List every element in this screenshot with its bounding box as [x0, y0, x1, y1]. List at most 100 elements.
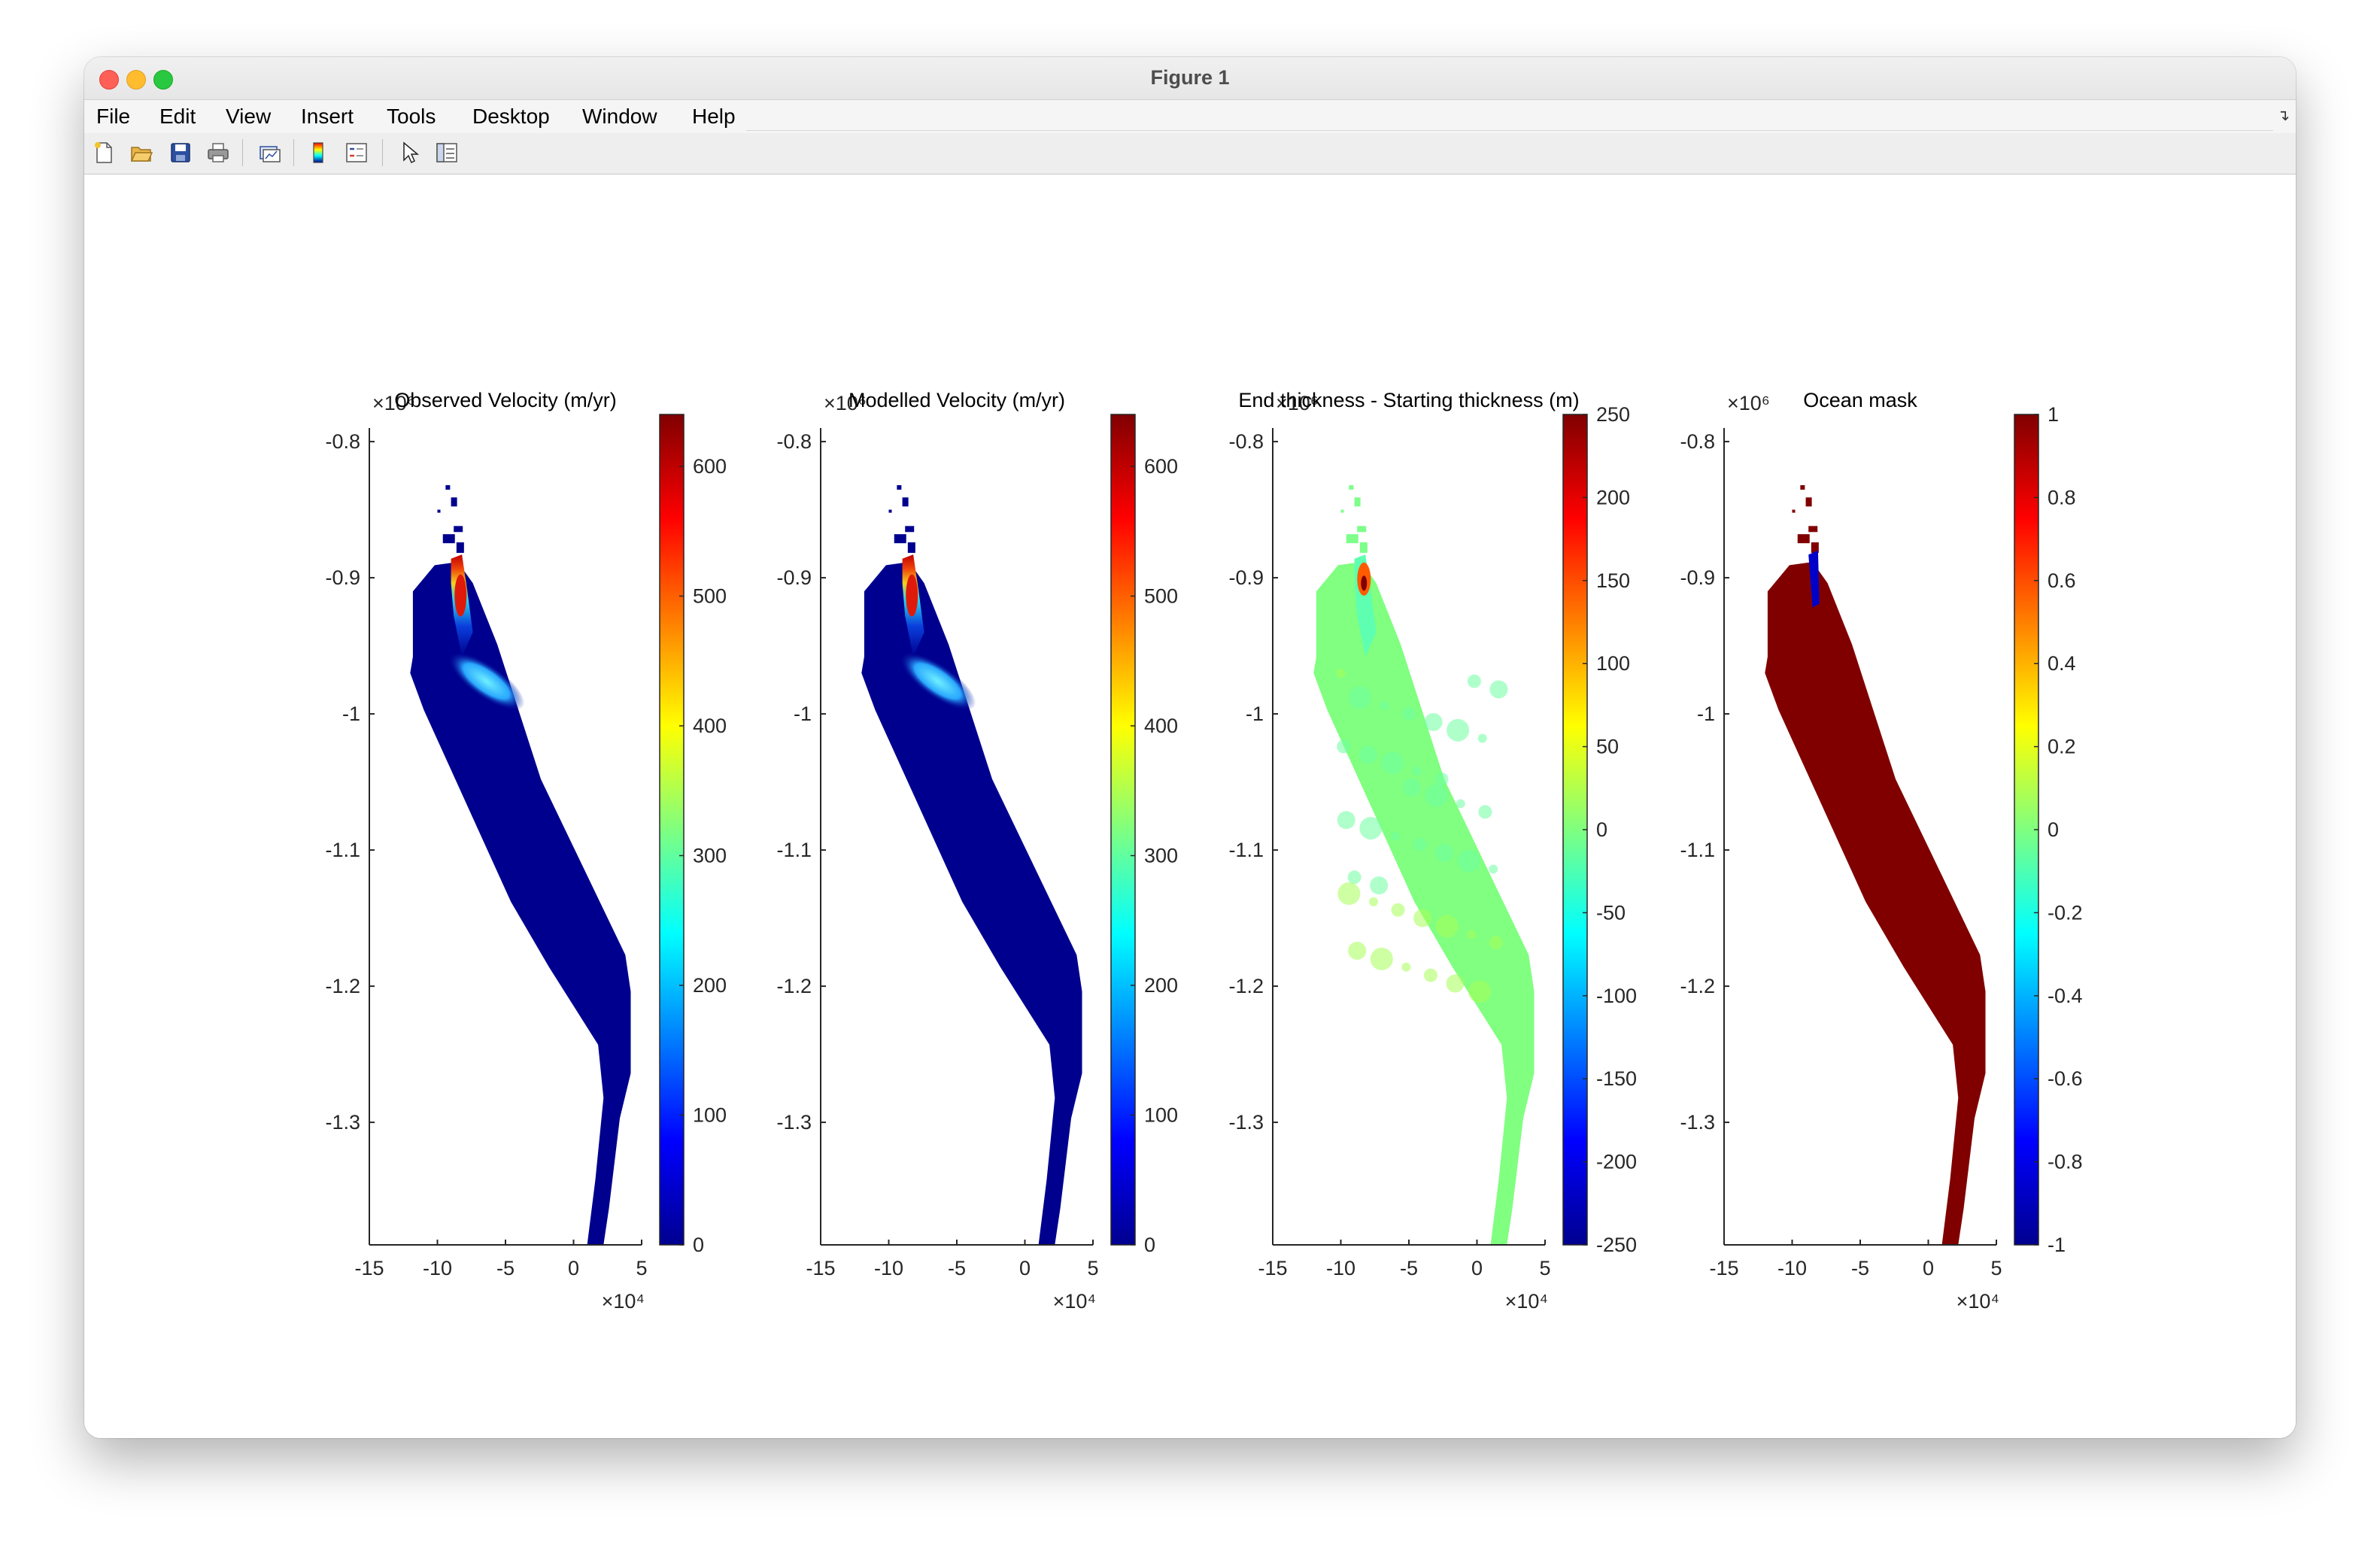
x-tick-label: -10: [1326, 1257, 1355, 1279]
toolbar-separator: [382, 139, 383, 166]
dock-figure-icon[interactable]: ↴: [2277, 108, 2290, 124]
ice-fragment: [902, 497, 909, 507]
ice-fragment: [1349, 485, 1354, 490]
y-tick-label: -1.3: [1680, 1111, 1715, 1134]
insert-colorbar-icon[interactable]: [307, 141, 331, 165]
ice-fragment: [1340, 509, 1344, 513]
x-tick-label: -5: [1851, 1257, 1869, 1279]
title-bar[interactable]: Figure 1: [84, 57, 2296, 100]
x-exponent-label: ×10⁴: [1505, 1290, 1548, 1313]
x-exponent-label: ×10⁴: [1053, 1290, 1096, 1313]
x-tick-label: -10: [1777, 1257, 1807, 1279]
print-icon[interactable]: [206, 141, 230, 165]
thickness-mottle: [1447, 718, 1470, 742]
x-tick-label: -5: [1400, 1257, 1418, 1279]
colorbar-tick-label: 600: [693, 455, 727, 478]
insert-legend-icon[interactable]: [345, 141, 369, 165]
colorbar-tick-label: 500: [693, 585, 727, 608]
outflow-tongue: [448, 651, 525, 711]
colorbar-tick-label: 0: [1596, 818, 1607, 841]
x-tick-label: -5: [496, 1257, 515, 1279]
x-tick-label: -10: [423, 1257, 452, 1279]
colorbar-tick-label: 0.4: [2048, 652, 2076, 675]
thickness-mottle: [1467, 674, 1481, 688]
thickness-mottle: [1381, 751, 1404, 775]
menu-view[interactable]: View: [226, 105, 272, 128]
x-exponent-label: ×10⁴: [602, 1290, 645, 1313]
glacier-field: [410, 562, 631, 1245]
menu-tools[interactable]: Tools: [387, 105, 436, 128]
y-tick-label: -0.8: [325, 430, 360, 453]
y-tick-label: -0.8: [1228, 430, 1264, 453]
x-exponent-label: ×10⁴: [1957, 1290, 1999, 1313]
property-inspector-icon[interactable]: [435, 141, 459, 165]
thickness-mottle: [1337, 739, 1351, 754]
glacier-field: [861, 562, 1082, 1245]
subplot-title: Ocean mask: [1803, 389, 1917, 411]
y-tick-label: -1: [794, 703, 812, 725]
glacier-field: [1313, 562, 1535, 1245]
menu-insert[interactable]: Insert: [301, 105, 354, 128]
thickness-mottle: [1347, 870, 1362, 885]
link-plot-icon[interactable]: [257, 141, 281, 165]
figure-canvas[interactable]: -15 -10 -5 0 5 ×10⁴ -0.8 -0.9 -1 -1.1 -1.2 -1.3 ×10⁶…: [84, 175, 2296, 1438]
colorbar-tick-label: 50: [1596, 736, 1619, 758]
y-tick-label: -0.9: [1228, 566, 1264, 589]
colorbar-tick-label: 200: [1144, 974, 1178, 997]
colorbar-tick-label: 100: [1596, 652, 1630, 675]
thickness-mottle: [1348, 942, 1367, 961]
colorbar-tick-label: 100: [693, 1104, 727, 1127]
y-tick-label: -1: [342, 703, 360, 725]
ice-fragment: [894, 534, 906, 544]
ice-fragment: [1800, 485, 1805, 490]
menu-divider: [746, 130, 2273, 131]
subplot-title: Modelled Velocity (m/yr): [848, 389, 1065, 411]
save-icon[interactable]: [168, 141, 193, 165]
y-tick-label: -1.2: [325, 975, 360, 997]
menu-edit[interactable]: Edit: [159, 105, 196, 128]
thickness-mottle: [1489, 680, 1508, 699]
edit-plot-icon[interactable]: [397, 141, 421, 165]
ice-fragment: [1808, 526, 1818, 533]
menu-window[interactable]: Window: [582, 105, 657, 128]
thickness-mottle: [1358, 745, 1377, 764]
velocity-peak: [454, 574, 467, 617]
new-figure-icon[interactable]: [92, 141, 116, 165]
zoom-window-button[interactable]: [153, 70, 173, 90]
colorbar-tick-label: -0.2: [2048, 901, 2083, 924]
thickness-mottle: [1368, 897, 1378, 906]
x-tick-label: 0: [568, 1257, 579, 1279]
colorbar-tick-label: -0.6: [2048, 1067, 2083, 1090]
figure-window: Figure 1 File Edit View Insert Tools Des…: [84, 57, 2296, 1438]
minimize-window-button[interactable]: [126, 70, 146, 90]
thickness-mottle: [1413, 909, 1432, 927]
x-tick-label: -15: [806, 1257, 835, 1279]
x-tick-label: -10: [874, 1257, 903, 1279]
x-tick-label: 5: [1087, 1257, 1098, 1279]
colorbar-tick-label: -0.8: [2048, 1151, 2083, 1173]
y-tick-label: -1.2: [776, 975, 812, 997]
colorbar-tick-label: 1: [2048, 403, 2059, 426]
close-window-button[interactable]: [99, 70, 119, 90]
open-file-icon[interactable]: [129, 141, 153, 165]
thickness-mottle: [1370, 876, 1389, 895]
ice-fragment: [1354, 497, 1361, 507]
x-tick-label: -15: [1258, 1257, 1287, 1279]
y-tick-label: -1.1: [776, 839, 812, 861]
thickness-mottle: [1467, 930, 1477, 939]
x-tick-label: 5: [636, 1257, 647, 1279]
ice-fragment: [451, 497, 457, 507]
menu-file[interactable]: File: [96, 105, 131, 128]
menu-help[interactable]: Help: [692, 105, 736, 128]
subplot-title: Observed Velocity (m/yr): [394, 389, 617, 411]
glacier-field: [1765, 562, 1986, 1245]
thickness-mottle: [1424, 712, 1443, 731]
y-tick-label: -1.2: [1680, 975, 1715, 997]
thickness-mottle: [1413, 837, 1427, 851]
ice-fragment: [445, 485, 451, 490]
colorbar-tick-label: 100: [1144, 1104, 1178, 1127]
colorbar-tick-label: 600: [1144, 455, 1178, 478]
subplots-svg: -15 -10 -5 0 5×10⁴-0.8-0.9-1-1.1-1.2-1.3×10⁶…: [325, 389, 2083, 1313]
menu-desktop[interactable]: Desktop: [472, 105, 550, 128]
x-tick-label: -15: [354, 1257, 384, 1279]
